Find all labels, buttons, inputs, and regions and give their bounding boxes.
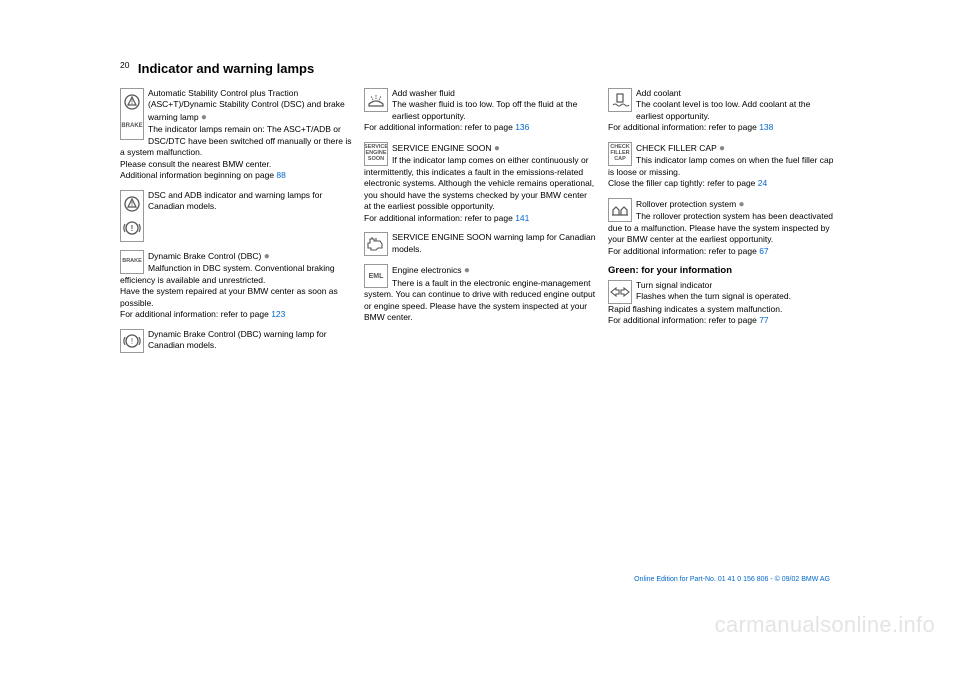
page-link[interactable]: 138 xyxy=(759,122,773,132)
priority-dot: ● xyxy=(264,251,270,262)
rollover-icon xyxy=(608,198,632,222)
dsc-canadian-block: ! ! DSC and ADB indicator and warning la… xyxy=(120,190,352,242)
text: Dynamic Brake Control (DBC) xyxy=(148,251,264,261)
text: For additional information: refer to pag… xyxy=(364,213,515,223)
washer-fluid-block: Add washer fluid The washer fluid is too… xyxy=(364,88,596,134)
text: The rollover protection system has been … xyxy=(608,211,833,244)
text: DSC and ADB indicator and warning lamps … xyxy=(148,190,322,211)
text: Have the system repaired at your BMW cen… xyxy=(120,286,338,307)
engine-electronics-block: EML Engine electronics ● There is a faul… xyxy=(364,264,596,323)
turn-signal-icon xyxy=(608,280,632,304)
column-1: ! BRAKE Automatic Stability Control plus… xyxy=(120,88,352,361)
text: Please consult the nearest BMW center. xyxy=(120,159,271,169)
rollover-block: Rollover protection system ● The rollove… xyxy=(608,198,840,257)
page-header: 20 Indicator and warning lamps xyxy=(120,60,840,78)
text: This indicator lamp comes on when the fu… xyxy=(608,155,833,176)
svg-text:!: ! xyxy=(131,100,133,106)
text: The indicator lamps remain on: The ASC+T… xyxy=(120,124,351,157)
text: The coolant level is too low. Add coolan… xyxy=(636,99,810,120)
page-link[interactable]: 123 xyxy=(271,309,285,319)
text: Add coolant xyxy=(636,88,681,98)
column-3: Add coolant The coolant level is too low… xyxy=(608,88,840,361)
text: SERVICE ENGINE SOON warning lamp for Can… xyxy=(392,232,595,253)
page-link[interactable]: 141 xyxy=(515,213,529,223)
text: Turn signal indicator xyxy=(636,280,712,290)
page-link[interactable]: 77 xyxy=(759,315,768,325)
dbc-canadian-icon: ! xyxy=(120,329,144,353)
filler-cap-block: CHECK FILLER CAP CHECK FILLER CAP ● This… xyxy=(608,142,840,190)
stability-control-block: ! BRAKE Automatic Stability Control plus… xyxy=(120,88,352,182)
dbc-icon: BRAKE xyxy=(120,250,144,274)
svg-text:!: ! xyxy=(131,224,134,233)
coolant-block: Add coolant The coolant level is too low… xyxy=(608,88,840,134)
text: CHECK FILLER CAP xyxy=(636,143,719,153)
text: If the indicator lamp comes on either co… xyxy=(364,155,594,211)
engine-outline-icon xyxy=(364,232,388,256)
page-link[interactable]: 136 xyxy=(515,122,529,132)
text: Malfunction in DBC system. Conventional … xyxy=(120,263,335,284)
page-link[interactable]: 67 xyxy=(759,246,768,256)
coolant-icon xyxy=(608,88,632,112)
text: Dynamic Brake Control (DBC) warning lamp… xyxy=(148,329,327,350)
content-columns: ! BRAKE Automatic Stability Control plus… xyxy=(120,88,840,361)
priority-dot: ● xyxy=(739,199,745,210)
text: SERVICE ENGINE SOON xyxy=(392,143,494,153)
text: Close the filler cap tightly: refer to p… xyxy=(608,178,758,188)
filler-cap-icon: CHECK FILLER CAP xyxy=(608,142,632,166)
text: For additional information: refer to pag… xyxy=(608,315,759,325)
column-2: Add washer fluid The washer fluid is too… xyxy=(364,88,596,361)
text: Flashes when the turn signal is operated… xyxy=(636,291,791,301)
page-link[interactable]: 88 xyxy=(276,170,285,180)
page-number: 20 xyxy=(120,60,129,70)
text: Add washer fluid xyxy=(392,88,455,98)
text: For additional information: refer to pag… xyxy=(120,309,271,319)
text: Engine electronics xyxy=(392,265,464,275)
priority-dot: ● xyxy=(464,265,470,276)
edition-footnote: Online Edition for Part-No. 01 41 0 156 … xyxy=(634,576,830,583)
page-title: Indicator and warning lamps xyxy=(138,61,314,76)
priority-dot: ● xyxy=(719,143,725,154)
priority-dot: ● xyxy=(201,112,207,123)
dsc-canadian-icon: ! ! xyxy=(120,190,144,242)
text: Rollover protection system xyxy=(636,199,739,209)
text: Automatic Stability Control plus Tractio… xyxy=(148,88,345,122)
service-engine-canadian-block: SERVICE ENGINE SOON warning lamp for Can… xyxy=(364,232,596,256)
page-link[interactable]: 24 xyxy=(758,178,767,188)
text: For additional information: refer to pag… xyxy=(608,246,759,256)
asc-brake-icon: ! BRAKE xyxy=(120,88,144,140)
document-page: 20 Indicator and warning lamps ! BRAKE A… xyxy=(0,0,960,381)
washer-icon xyxy=(364,88,388,112)
text: The washer fluid is too low. Top off the… xyxy=(392,99,577,120)
svg-text:!: ! xyxy=(131,337,133,346)
dbc-block: BRAKE Dynamic Brake Control (DBC) ● Malf… xyxy=(120,250,352,321)
eml-icon: EML xyxy=(364,264,388,288)
service-engine-icon: SERVICE ENGINE SOON xyxy=(364,142,388,166)
text: There is a fault in the electronic engin… xyxy=(364,278,595,322)
priority-dot: ● xyxy=(494,143,500,154)
service-engine-block: SERVICE ENGINE SOON SERVICE ENGINE SOON … xyxy=(364,142,596,224)
text: Rapid flashing indicates a system malfun… xyxy=(608,304,782,314)
text: For additional information: refer to pag… xyxy=(608,122,759,132)
green-heading: Green: for your information xyxy=(608,265,840,278)
turn-signal-block: Turn signal indicator Flashes when the t… xyxy=(608,280,840,327)
watermark: carmanualsonline.info xyxy=(715,612,935,638)
svg-text:!: ! xyxy=(131,202,133,208)
text: For additional information: refer to pag… xyxy=(364,122,515,132)
text: Additional information beginning on page xyxy=(120,170,276,180)
dbc-canadian-block: ! Dynamic Brake Control (DBC) warning la… xyxy=(120,329,352,353)
